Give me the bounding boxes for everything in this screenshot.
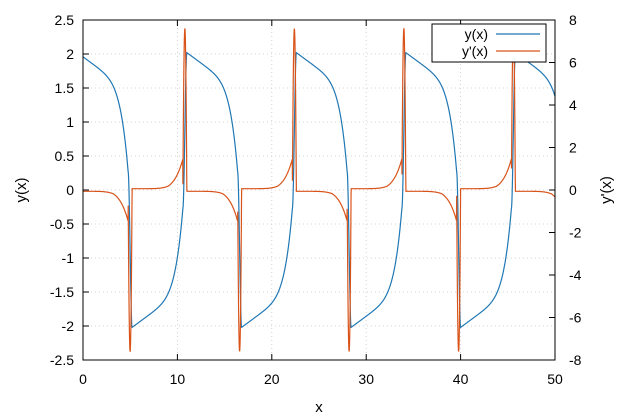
x-tick-label: 30	[358, 371, 374, 387]
x-tick-label: 40	[453, 371, 469, 387]
y-tick-label: -0.5	[50, 216, 74, 232]
y2-tick-label: 2	[569, 140, 577, 156]
y2-tick-label: -2	[569, 225, 582, 241]
x-tick-label: 50	[547, 371, 563, 387]
axis-labels: x y(x) y'(x)	[13, 176, 615, 416]
x-axis-label: x	[315, 399, 323, 416]
y2-tick-label: 8	[569, 12, 577, 28]
y2-axis-label: y'(x)	[598, 176, 615, 204]
y-tick-label: 2	[66, 46, 74, 62]
legend-label-dy: y'(x)	[462, 43, 488, 59]
y-tick-label: 1	[66, 114, 74, 130]
grid	[83, 20, 555, 360]
y-tick-label: 0	[66, 182, 74, 198]
y2-tick-label: 0	[569, 182, 577, 198]
y-tick-label: 1.5	[55, 80, 75, 96]
y-tick-label: -1.5	[50, 284, 74, 300]
y-tick-label: -2	[62, 318, 75, 334]
y2-tick-label: 4	[569, 97, 577, 113]
y-tick-label: 0.5	[55, 148, 75, 164]
ticks: 0 10 20 30 40 502.521.510.50-0.5-1-1.5-2-2.58…	[50, 12, 582, 387]
series-layer	[83, 28, 555, 352]
y2-tick-label: -4	[569, 267, 582, 283]
y2-tick-label: -6	[569, 310, 582, 326]
legend: y(x) y'(x)	[431, 23, 547, 63]
y-tick-label: 2.5	[55, 12, 75, 28]
y-axis-label: y(x)	[13, 178, 30, 203]
y-tick-label: -2.5	[50, 352, 74, 368]
y2-tick-label: 6	[569, 55, 577, 71]
x-tick-label: 20	[264, 371, 280, 387]
x-tick-label: 0	[79, 371, 87, 387]
series-line-y	[83, 51, 555, 329]
series-line-dy	[83, 28, 555, 352]
legend-box	[431, 23, 547, 63]
y2-tick-label: -8	[569, 352, 582, 368]
legend-label-y: y(x)	[465, 26, 488, 42]
y-tick-label: -1	[62, 250, 75, 266]
x-tick-label: 10	[170, 371, 186, 387]
